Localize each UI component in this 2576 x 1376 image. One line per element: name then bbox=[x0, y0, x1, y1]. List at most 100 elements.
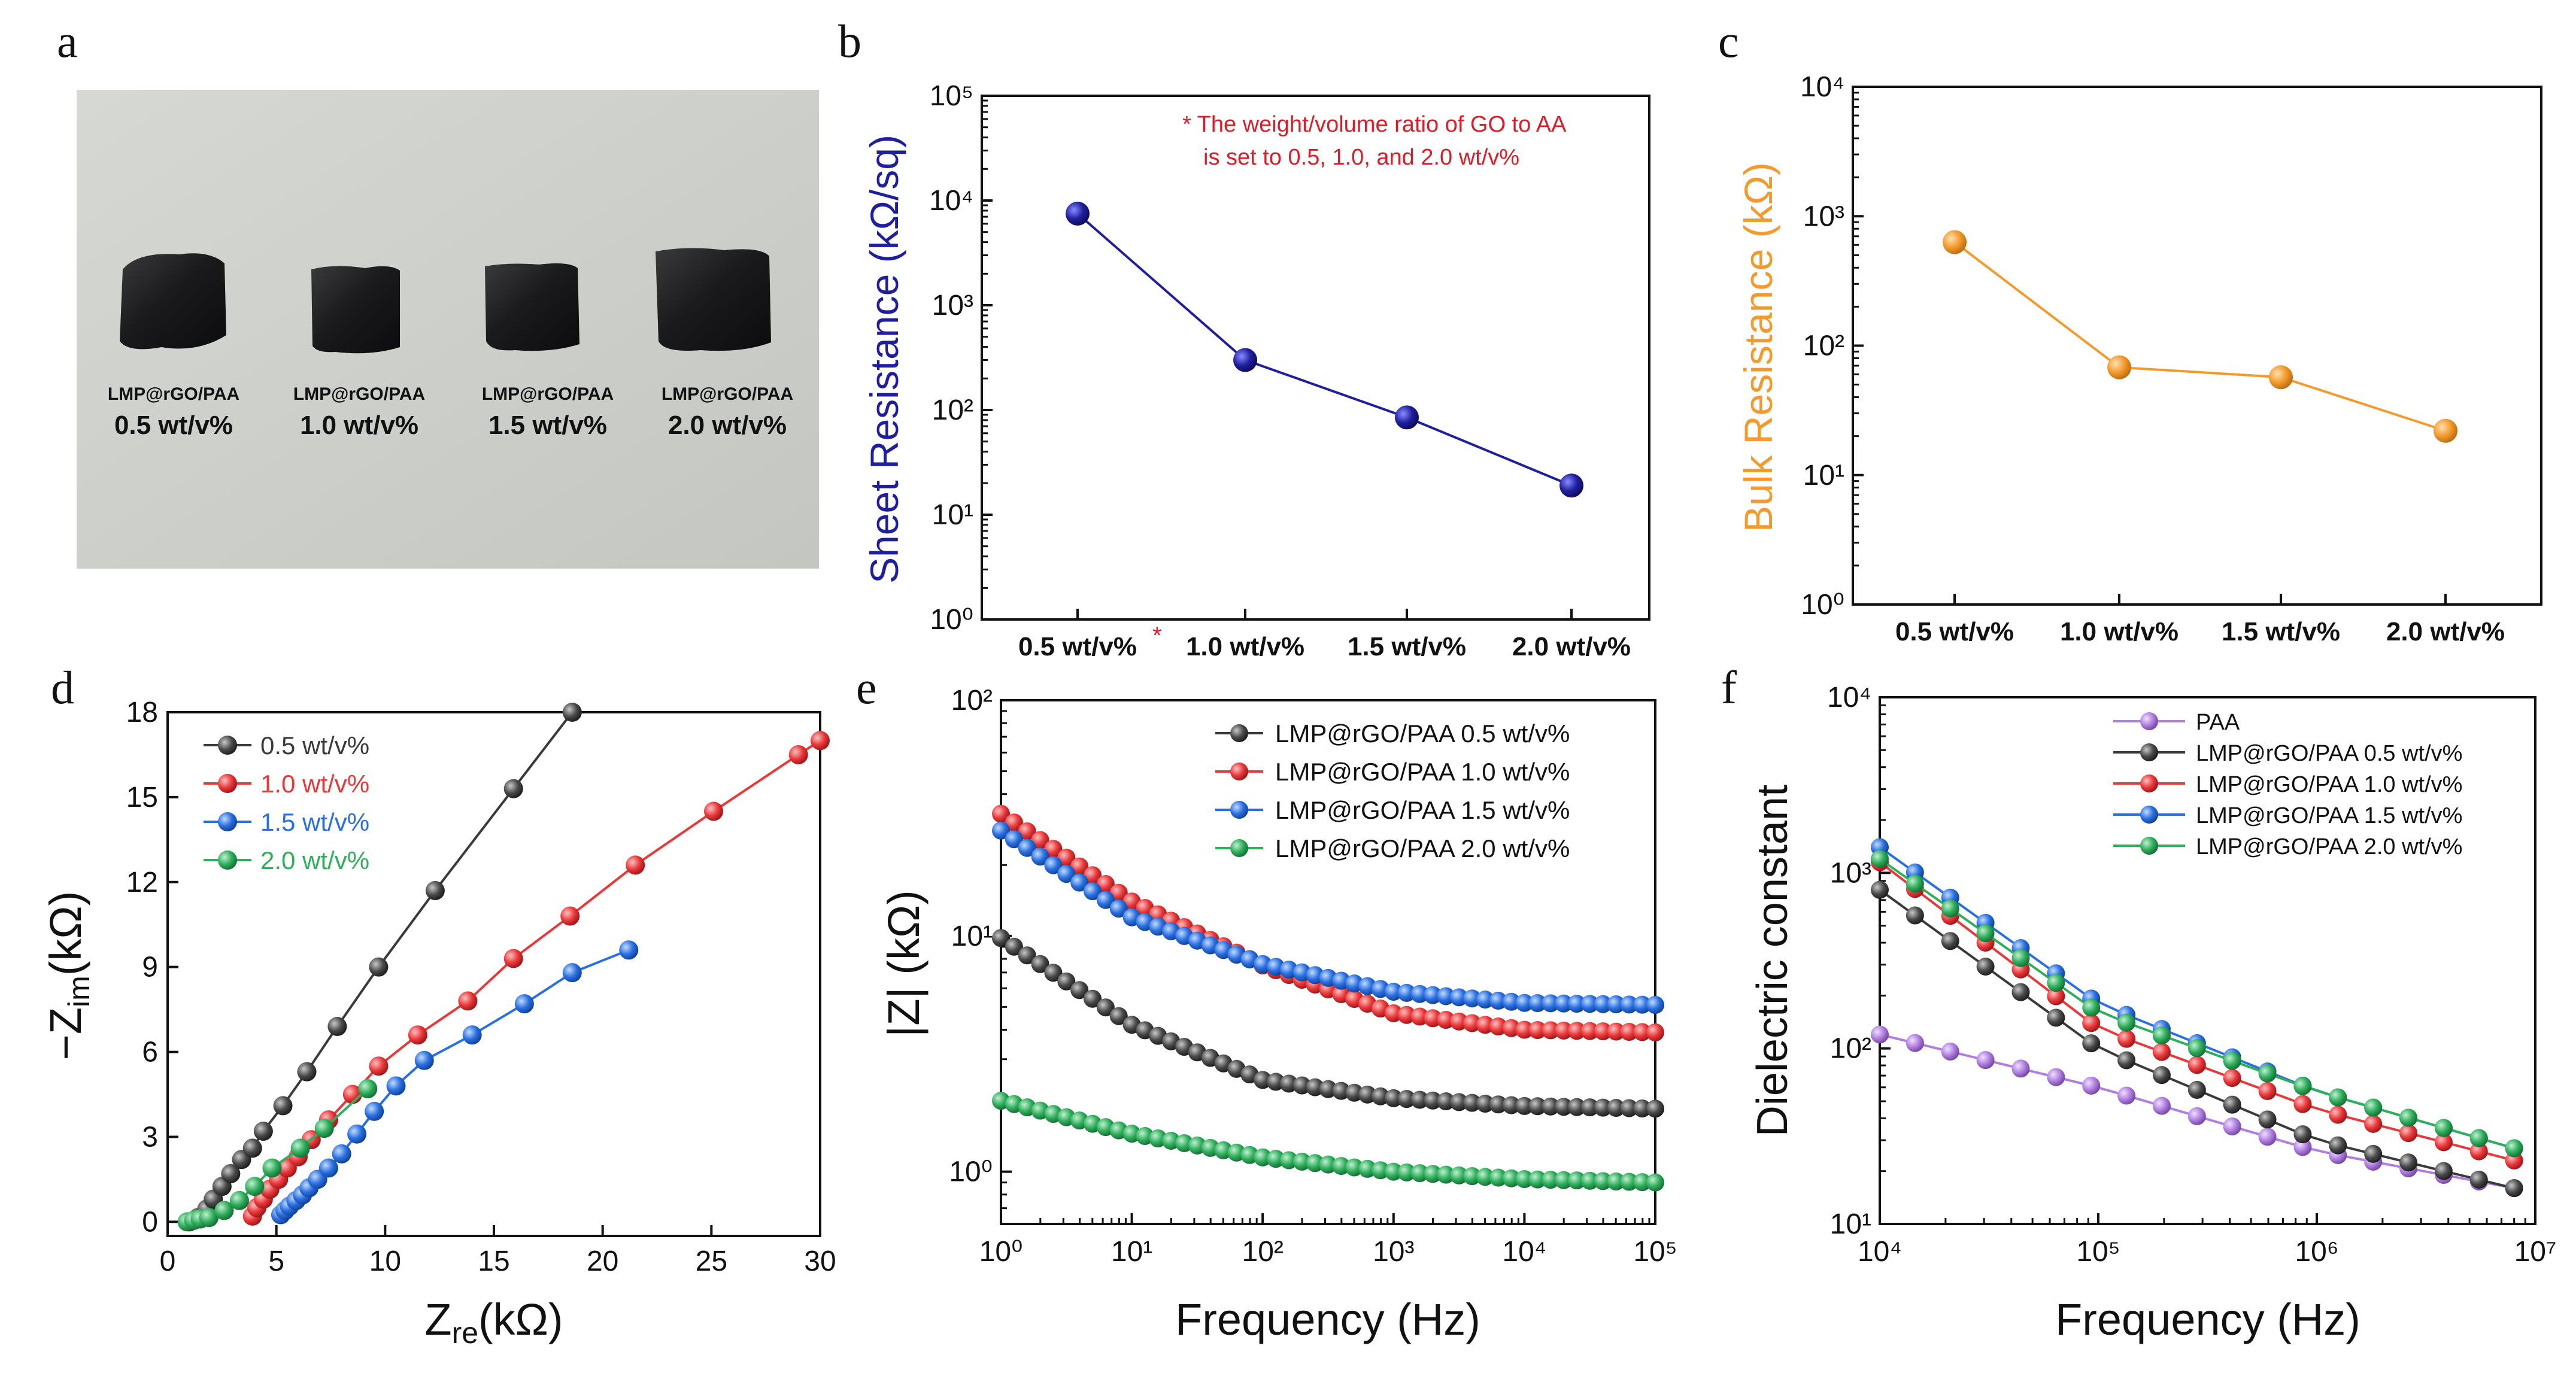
data-point bbox=[1279, 1151, 1298, 1170]
plot-frame bbox=[1879, 696, 2536, 1225]
data-point bbox=[1267, 1073, 1285, 1091]
data-point bbox=[1109, 883, 1128, 902]
panel-e: e 10⁰ 10¹ 10² 10³ 10⁴ 10⁵ 10⁰ 10¹ 10² Frequency (H… bbox=[856, 661, 1677, 1344]
data-point bbox=[1005, 937, 1023, 956]
data-point bbox=[2399, 1108, 2418, 1127]
y-tick-label: 10¹ bbox=[932, 499, 973, 531]
y-tick-label: 10² bbox=[1830, 1033, 1871, 1065]
data-point bbox=[2258, 1064, 2277, 1083]
legend-marker bbox=[218, 812, 237, 831]
data-point bbox=[290, 1138, 310, 1158]
data-point bbox=[408, 1025, 427, 1045]
data-point bbox=[1515, 1096, 1534, 1115]
data-point bbox=[1976, 924, 1995, 943]
y-tick-label: 10¹ bbox=[1830, 1208, 1871, 1240]
data-point bbox=[503, 949, 523, 968]
data-point bbox=[2364, 1098, 2383, 1117]
data-point bbox=[1424, 1009, 1442, 1028]
data-point bbox=[2469, 1170, 2488, 1189]
data-point bbox=[2258, 1082, 2277, 1100]
data-point bbox=[1476, 1016, 1494, 1034]
data-point bbox=[229, 1190, 249, 1210]
data-point bbox=[1489, 1168, 1507, 1187]
data-point bbox=[1580, 1022, 1599, 1040]
data-point bbox=[1594, 1098, 1612, 1117]
y-axis-title: −Zim(kΩ) bbox=[41, 891, 96, 1061]
charts: b 10⁰ 10¹ 10² 10³ 10⁴ 10⁵ Sheet Resistance (kΩ/… bbox=[41, 15, 2556, 1350]
data-point bbox=[1594, 995, 1612, 1013]
data-point bbox=[2082, 1014, 2101, 1032]
data-point bbox=[1489, 1017, 1507, 1036]
legend-marker bbox=[1230, 801, 1248, 819]
data-point bbox=[1943, 230, 1967, 254]
data-point bbox=[1476, 1168, 1494, 1186]
y-tick-label: 10⁰ bbox=[930, 604, 973, 636]
data-point bbox=[327, 1017, 347, 1036]
data-point bbox=[1476, 1094, 1494, 1113]
data-point bbox=[1410, 1091, 1429, 1109]
legend-marker bbox=[2140, 712, 2158, 730]
data-point bbox=[1607, 1099, 1625, 1117]
data-point bbox=[253, 1122, 273, 1141]
y-axis-title: Sheet Resistance (kΩ/sq) bbox=[862, 135, 906, 584]
data-point bbox=[1567, 1171, 1586, 1190]
data-point bbox=[1410, 1164, 1429, 1183]
x-axis-title: Frequency (Hz) bbox=[2055, 1295, 2360, 1344]
data-point bbox=[242, 1138, 262, 1158]
plot-frame bbox=[1000, 699, 1656, 1225]
data-point bbox=[1542, 994, 1560, 1013]
x-tick-label: 1.5 wt/v% bbox=[2222, 617, 2340, 646]
data-point bbox=[1463, 1167, 1481, 1186]
data-point bbox=[2223, 1117, 2241, 1136]
data-point bbox=[1502, 992, 1521, 1011]
data-point bbox=[1306, 1154, 1324, 1173]
data-point bbox=[1292, 1152, 1311, 1171]
data-point bbox=[1489, 1095, 1507, 1114]
data-point bbox=[1397, 983, 1416, 1002]
data-point bbox=[1976, 957, 1995, 976]
data-point bbox=[2082, 998, 2101, 1017]
data-point bbox=[626, 855, 645, 875]
y-tick-label: 10⁵ bbox=[930, 80, 973, 112]
legend-marker bbox=[218, 736, 237, 755]
data-point bbox=[1031, 955, 1049, 973]
data-point bbox=[1109, 900, 1128, 918]
data-point bbox=[2434, 1133, 2453, 1152]
sample-conc-0: 0.5 wt/v% bbox=[114, 411, 233, 440]
x-tick-label: 10⁷ bbox=[2514, 1236, 2557, 1268]
data-point bbox=[1070, 857, 1089, 876]
y-tick-label: 10² bbox=[951, 685, 993, 716]
y-axis-title: Dielectric constant bbox=[1749, 785, 1797, 1137]
data-point bbox=[1044, 840, 1063, 858]
data-point bbox=[1410, 985, 1429, 1003]
data-point bbox=[560, 906, 580, 926]
series-line bbox=[1879, 858, 2515, 1150]
data-point bbox=[992, 804, 1010, 823]
data-point bbox=[221, 1164, 241, 1183]
data-point bbox=[1018, 946, 1036, 965]
data-point bbox=[1384, 1004, 1403, 1022]
data-point bbox=[2293, 1138, 2312, 1156]
x-axis-title: Frequency (Hz) bbox=[1175, 1295, 1480, 1344]
data-point bbox=[214, 1201, 234, 1220]
sample-1.5 bbox=[485, 263, 579, 351]
legend-marker bbox=[2140, 806, 2158, 824]
data-point bbox=[1646, 1099, 1664, 1118]
y-tick-label: 10⁴ bbox=[929, 185, 973, 217]
data-point bbox=[1871, 880, 1889, 899]
data-point bbox=[1580, 1098, 1599, 1117]
data-point bbox=[318, 1158, 338, 1178]
data-point bbox=[245, 1177, 265, 1196]
data-point bbox=[619, 940, 639, 960]
x-tick-label: 10³ bbox=[1373, 1236, 1414, 1268]
data-point bbox=[1976, 1051, 1995, 1070]
legend-label: LMP@rGO/PAA 1.5 wt/v% bbox=[2196, 803, 2462, 828]
y-tick-label: 10⁴ bbox=[1827, 682, 1871, 713]
data-point bbox=[1424, 986, 1442, 1004]
legend-marker bbox=[218, 850, 237, 870]
data-point bbox=[2011, 983, 2030, 1001]
data-point bbox=[2223, 1069, 2241, 1088]
data-point bbox=[1450, 1012, 1468, 1031]
y-tick-label: 10³ bbox=[1803, 201, 1844, 232]
legend-marker bbox=[218, 774, 237, 793]
